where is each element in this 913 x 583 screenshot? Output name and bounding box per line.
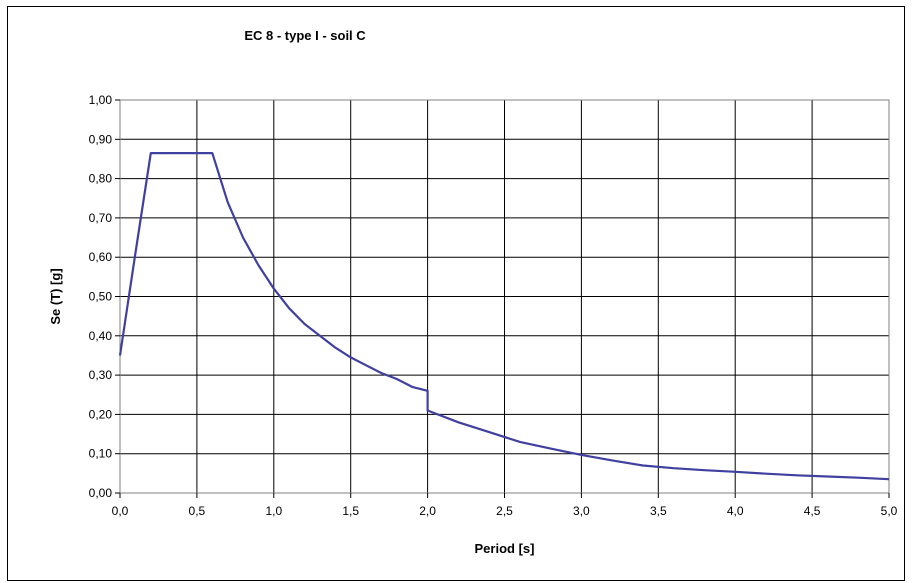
y-axis-label: Se (T) [g] — [48, 268, 63, 324]
x-tick-label: 2,0 — [419, 504, 436, 518]
y-tick-label: 0,70 — [89, 211, 113, 225]
x-tick-label: 2,5 — [496, 504, 513, 518]
x-tick-label: 4,5 — [804, 504, 821, 518]
y-tick-label: 0,40 — [89, 329, 113, 343]
x-tick-label: 5,0 — [881, 504, 898, 518]
y-tick-label: 0,90 — [89, 132, 113, 146]
y-tick-label: 0,50 — [89, 290, 113, 304]
y-tick-label: 0,60 — [89, 250, 113, 264]
chart-frame — [7, 6, 905, 581]
y-tick-label: 0,00 — [89, 486, 113, 500]
chart-title: EC 8 - type I - soil C — [244, 28, 366, 43]
x-tick-label: 0,0 — [112, 504, 129, 518]
y-tick-label: 0,20 — [89, 407, 113, 421]
y-tick-label: 0,80 — [89, 172, 113, 186]
y-tick-label: 0,10 — [89, 447, 113, 461]
x-axis: 0,0 0,5 1,0 1,5 2,0 2,5 3,0 3,5 4,0 4,5 5,0 — [112, 493, 898, 518]
x-axis-label: Period [s] — [475, 541, 535, 556]
y-tick-label: 1,00 — [89, 93, 113, 107]
series-line — [118, 152, 890, 481]
x-tick-label: 3,0 — [573, 504, 590, 518]
x-tick-label: 4,0 — [727, 504, 744, 518]
x-tick-label: 1,5 — [342, 504, 359, 518]
y-axis: 0,00 0,10 0,20 0,30 0,40 0,50 0,60 0,70 0,80 0,90… — [89, 93, 120, 500]
x-tick-label: 0,5 — [189, 504, 206, 518]
x-tick-label: 3,5 — [650, 504, 667, 518]
grid — [120, 100, 889, 493]
x-tick-label: 1,0 — [265, 504, 282, 518]
y-tick-label: 0,30 — [89, 368, 113, 382]
